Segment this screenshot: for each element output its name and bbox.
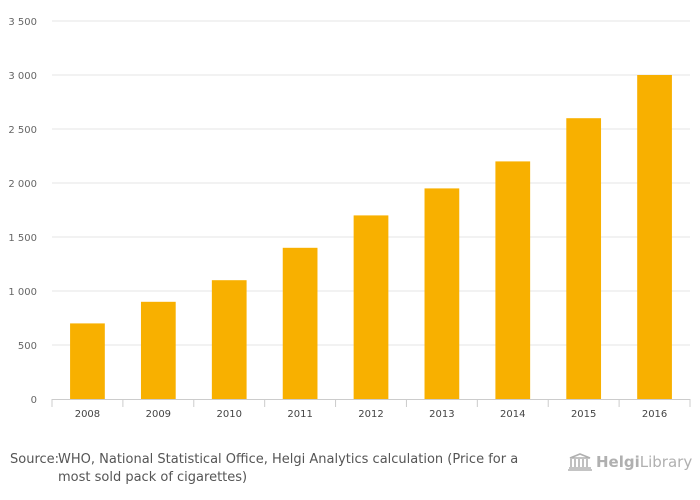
x-tick-label: 2013 [429,409,454,420]
x-tick-label: 2016 [642,409,667,420]
x-tick-label: 2011 [287,409,312,420]
x-axis [51,399,691,407]
bar [140,301,176,399]
bar [637,75,672,399]
bar [282,247,318,399]
x-tick-label: 2015 [571,409,596,420]
y-tick-label: 2 500 [8,125,37,136]
x-tick-label: 2012 [358,409,383,420]
logo-text-helgi: Helgi [596,453,640,471]
bar [566,118,602,399]
y-tick-label: 1 500 [8,233,37,244]
x-tick-label: 2014 [500,409,525,420]
bar [495,161,531,399]
helgi-library-logo: Helgi Library [567,451,692,473]
bars [70,75,672,399]
library-building-icon [568,453,592,471]
logo-text-library: Library [639,453,693,471]
x-tick-label: 2010 [216,409,241,420]
source-text: WHO, National Statistical Office, Helgi … [58,452,519,485]
x-tick-label: 2008 [75,409,100,420]
y-axis-ticks: 0 500 1 000 1 500 2 000 2 500 3 000 3 500 [8,17,37,406]
y-tick-label: 1 000 [8,287,37,298]
y-tick-label: 3 500 [8,17,37,28]
y-tick-label: 0 [31,395,37,406]
x-tick-label: 2009 [146,409,171,420]
source-label: Source: [10,452,60,467]
bar [70,323,105,399]
y-tick-label: 3 000 [8,71,37,82]
x-axis-ticks: 2008 2009 2010 2011 2012 2013 2014 2015 2016 [75,409,668,420]
y-tick-label: 500 [18,341,37,352]
bar [353,215,389,399]
y-tick-label: 2 000 [8,179,37,190]
bar [211,280,247,399]
bar [424,188,460,399]
source-note: Source:WHO, National Statistical Office,… [10,451,530,487]
